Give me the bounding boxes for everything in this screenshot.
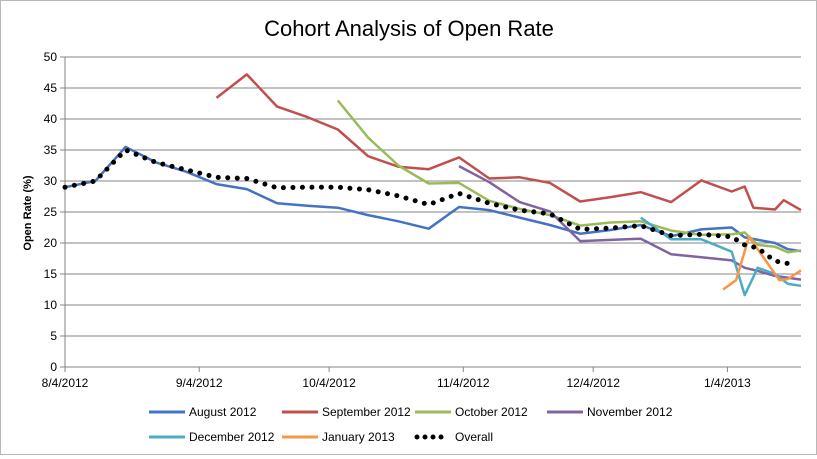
legend-label: August 2012: [189, 405, 257, 419]
legend-item-november-2012: November 2012: [547, 405, 673, 419]
x-tick-label: 11/4/2012: [437, 376, 490, 390]
x-tick-labels: 8/4/2012 9/4/2012 10/4/2012 11/4/2012 12/4/2…: [42, 376, 751, 390]
legend-label: December 2012: [189, 430, 275, 444]
y-tick-label: 35: [44, 143, 58, 157]
legend: August 2012 September 2012 October 2012 Nov…: [149, 405, 673, 444]
september-2012-series-line: [215, 73, 802, 212]
gridlines: [65, 56, 801, 337]
y-tick-labels: 0 5 10 15 20 25 30 35 40 45 50: [44, 50, 58, 374]
y-axis-label: Open Rate (%): [22, 175, 34, 251]
x-tick-label: 1/4/2013: [704, 376, 751, 390]
october-2012-series-line: [336, 99, 802, 254]
y-tick-label: 10: [44, 298, 58, 312]
x-tick-label: 9/4/2012: [176, 376, 223, 390]
y-tick-label: 20: [44, 236, 58, 250]
august-2012-series-line: [64, 145, 802, 253]
x-tick-label: 8/4/2012: [42, 376, 89, 390]
legend-label: Overall: [455, 430, 493, 444]
y-tick-label: 0: [50, 360, 57, 374]
legend-item-october-2012: October 2012: [415, 405, 528, 419]
legend-item-august-2012: August 2012: [149, 405, 257, 419]
y-tick-label: 15: [44, 267, 58, 281]
y-tick-label: 5: [50, 329, 57, 343]
y-tick-label: 50: [44, 50, 58, 64]
legend-label: January 2013: [322, 430, 395, 444]
x-tick-label: 10/4/2012: [302, 376, 356, 390]
legend-item-december-2012: December 2012: [149, 430, 275, 444]
y-tick-label: 30: [44, 174, 58, 188]
legend-label: September 2012: [322, 405, 411, 419]
axes: [60, 56, 801, 372]
x-tick-label: 12/4/2012: [566, 376, 620, 390]
y-tick-label: 25: [44, 205, 58, 219]
chart-title: Cohort Analysis of Open Rate: [264, 16, 554, 41]
legend-item-september-2012: September 2012: [282, 405, 411, 419]
legend-item-january-2013: January 2013: [282, 430, 395, 444]
january-2013-series-line: [722, 235, 802, 291]
series-lines: [62, 73, 802, 297]
overall-series-line: [62, 147, 791, 266]
y-tick-label: 45: [44, 81, 58, 95]
y-tick-label: 40: [44, 112, 58, 126]
legend-item-overall: Overall: [414, 430, 493, 444]
legend-label: November 2012: [587, 405, 673, 419]
legend-label: October 2012: [455, 405, 528, 419]
